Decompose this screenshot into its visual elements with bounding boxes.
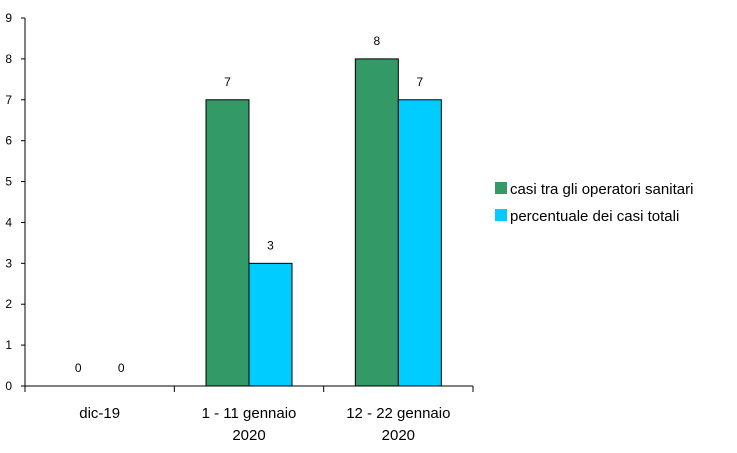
y-tick-label: 4 bbox=[5, 215, 12, 229]
data-label: 3 bbox=[267, 238, 274, 252]
category-label: 1 - 11 gennaio bbox=[202, 405, 297, 422]
category-label: 2020 bbox=[232, 427, 265, 444]
category-labels: dic-19 1 - 11 gennaio 2020 12 - 22 gennaio 2… bbox=[79, 405, 450, 444]
data-label: 8 bbox=[373, 34, 380, 48]
data-label: 7 bbox=[224, 75, 231, 89]
y-axis-ticks: 0 1 2 3 4 5 6 7 8 9 bbox=[5, 11, 25, 393]
legend-label: casi tra gli operatori sanitari bbox=[510, 181, 693, 198]
data-label: 7 bbox=[416, 75, 423, 89]
category-label: 12 - 22 gennaio bbox=[346, 405, 450, 422]
y-tick-label: 2 bbox=[5, 297, 12, 311]
y-tick-label: 7 bbox=[5, 93, 12, 107]
legend-swatch bbox=[495, 209, 507, 221]
bar-percentuale-2 bbox=[397, 99, 442, 387]
y-tick-label: 3 bbox=[5, 256, 12, 270]
data-label: 0 bbox=[118, 361, 125, 375]
bar-operatori-2 bbox=[354, 58, 399, 387]
bar-percentuale-1 bbox=[248, 262, 293, 387]
y-tick-label: 9 bbox=[5, 11, 12, 25]
y-tick-label: 1 bbox=[5, 338, 12, 352]
category-label: dic-19 bbox=[79, 405, 120, 422]
y-tick-label: 6 bbox=[5, 134, 12, 148]
data-labels-group: 0 0 7 3 8 7 bbox=[75, 34, 424, 375]
bars-group bbox=[205, 58, 442, 387]
legend-label: percentuale dei casi totali bbox=[510, 208, 679, 225]
y-tick-label: 8 bbox=[5, 52, 12, 66]
data-label: 0 bbox=[75, 361, 82, 375]
bar-operatori-1 bbox=[205, 99, 250, 387]
category-label: 2020 bbox=[382, 427, 415, 444]
y-tick-label: 5 bbox=[5, 175, 12, 189]
legend-swatch bbox=[495, 182, 507, 194]
x-axis-ticks bbox=[24, 386, 474, 392]
y-tick-label: 0 bbox=[5, 379, 12, 393]
legend: casi tra gli operatori sanitari percentua… bbox=[495, 181, 693, 225]
